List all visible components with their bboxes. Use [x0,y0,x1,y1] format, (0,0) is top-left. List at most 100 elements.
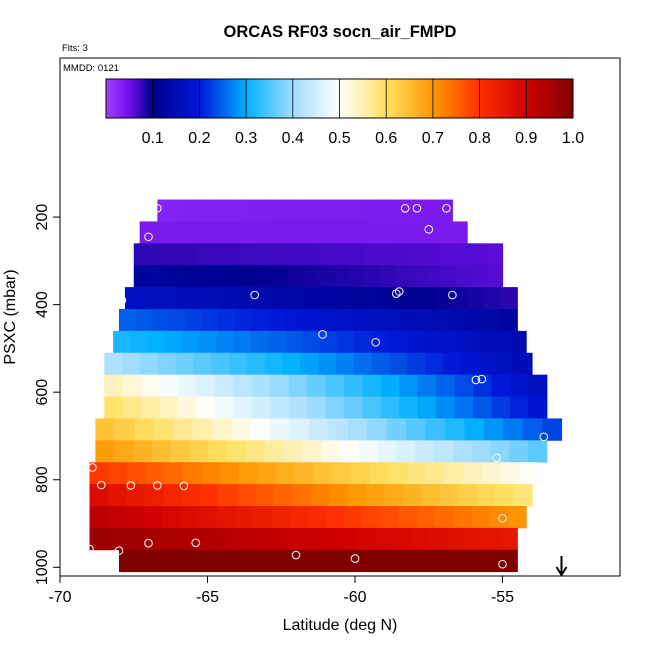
heatmap-cell [481,462,502,485]
heatmap-cell [235,549,253,573]
heatmap-cell [232,527,251,551]
colorbar-segment [234,79,238,118]
heatmap-cell [422,330,441,354]
colorbar-segment [376,79,380,118]
heatmap-cell [415,440,435,463]
colorbar-segment [341,79,345,118]
colorbar-segment [218,79,221,118]
heatmap-cell [199,330,217,354]
colorbar-segment [334,79,338,118]
colorbar-segment [365,79,369,118]
heatmap-cell [173,418,194,441]
heatmap-cell [371,352,391,376]
sample-point [153,204,162,213]
heatmap-cell [435,506,454,529]
heatmap-cell [369,462,390,485]
heatmap-cell [181,330,200,354]
heatmap-cell [142,527,162,551]
sample-point [492,453,501,463]
colorbar-segment [411,79,415,118]
heatmap-cell [207,221,223,244]
colorbar-tick-label: 0.8 [468,130,490,147]
heatmap-cell [304,199,318,222]
heatmap-cell [434,549,452,573]
colorbar-segment [141,79,144,118]
heatmap-cell [410,265,427,288]
heatmap-cell [303,527,322,551]
heatmap-cell [321,527,340,551]
heatmap-cell [330,221,345,244]
heatmap-cell [152,549,170,573]
colorbar-segment [537,79,541,118]
sample-point [412,204,422,213]
heatmap-cell [351,462,371,485]
colorbar-segment [526,79,530,118]
heatmap-cell [347,484,367,507]
colorbar-segment [344,79,347,118]
heatmap-layer [89,199,563,573]
heatmap-cell [95,440,115,463]
heatmap-cell [436,374,456,397]
heatmap-cell [436,396,456,419]
heatmap-cell [417,396,437,419]
colorbar-segment [302,79,305,118]
colorbar-segment [481,79,485,118]
colorbar-segment [416,79,420,118]
sample-point [153,481,162,490]
colorbar-segment [236,79,240,118]
heatmap-cell [147,330,166,354]
colorbar-segment [528,79,532,118]
heatmap-cell [434,309,452,332]
heatmap-cell [441,243,457,266]
colorbar-segment [393,79,397,118]
heatmap-cell [206,199,220,222]
heatmap-cell [396,440,416,463]
colorbar-segment [395,79,399,118]
heatmap-cell [384,484,404,507]
colorbar-segment [134,79,137,118]
colorbar-segment [425,79,429,118]
heatmap-cell [528,396,548,419]
heatmap-cell [445,527,465,551]
heatmap-cell [256,243,273,266]
heatmap-cell [357,221,373,244]
heatmap-cell [353,287,371,310]
heatmap-cell [303,221,318,244]
heatmap-cell [487,243,504,266]
heatmap-cell [471,243,488,266]
colorbar-segment [180,79,184,118]
heatmap-cell [481,527,501,551]
heatmap-cell [456,243,473,266]
heatmap-cell [386,287,404,310]
colorbar-segment [386,79,390,118]
heatmap-cell [406,418,427,441]
heatmap-cell [419,287,437,310]
colorbar-segment [465,79,469,118]
heatmap-cell [179,265,196,288]
colorbar-segment [185,79,189,118]
colorbar-segment [169,79,172,118]
heatmap-cell [454,374,474,397]
colorbar-segment [388,79,392,118]
colorbar-segment [192,79,196,118]
flights-label: Flts: 3 [62,43,88,54]
heatmap-cell [318,352,337,376]
heatmap-cell [310,484,330,507]
heatmap-cell [453,221,468,244]
heatmap-cell [190,287,208,310]
heatmap-cell [122,396,142,419]
colorbar-segment [451,79,455,118]
colorbar-segment [484,79,488,118]
heatmap-cell [216,506,236,529]
colorbar-segment [521,79,525,118]
sample-point [97,480,106,490]
heatmap-cell [444,462,464,485]
heatmap-cell [302,243,319,266]
heatmap-cell [225,243,242,266]
heatmap-cell [151,440,172,463]
heatmap-cell [450,549,469,573]
colorbar-segment [292,79,296,118]
heatmap-cell [329,484,349,507]
heatmap-cell [122,352,141,376]
heatmap-cell [353,352,373,376]
